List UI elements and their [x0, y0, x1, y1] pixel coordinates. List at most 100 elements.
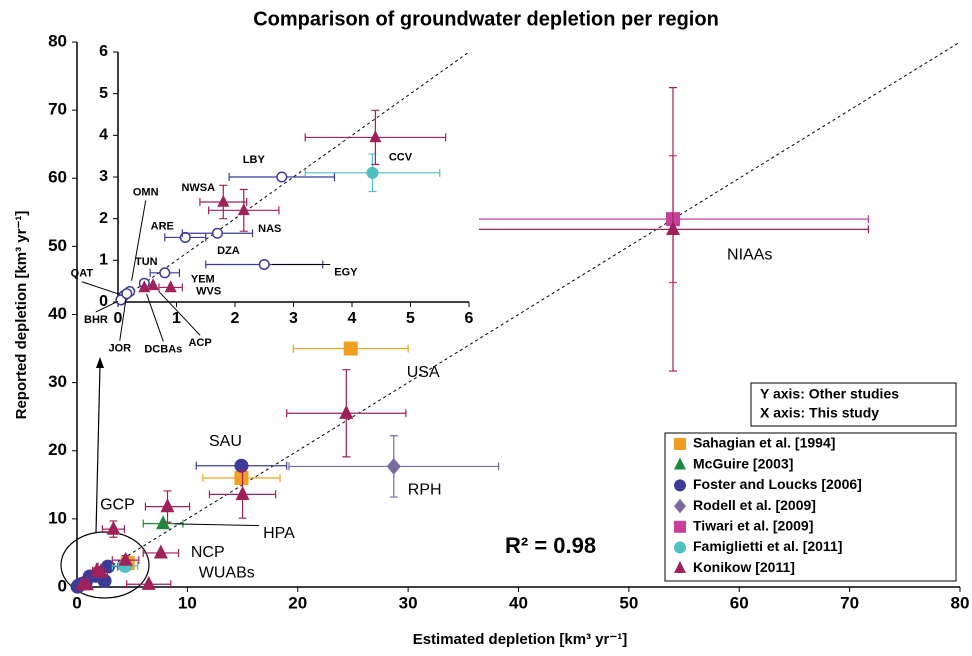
y-tick-label: 6	[99, 43, 108, 60]
x-tick-label: 4	[348, 310, 357, 327]
y-tick-label: 50	[48, 236, 67, 255]
x-tick-label: 0	[114, 310, 123, 327]
legend-label: Sahagian et al. [1994]	[693, 435, 835, 451]
x-tick-label: 50	[619, 593, 638, 612]
x-tick-label: 5	[406, 310, 415, 327]
x-tick-label: 70	[840, 593, 859, 612]
marker	[141, 575, 156, 590]
info-box	[750, 382, 957, 427]
y-tick-label: 0	[99, 293, 108, 310]
x-tick-label: 0	[72, 593, 81, 612]
legend-label: Tiwari et al. [2009]	[693, 518, 813, 534]
point-label: USA	[407, 364, 440, 381]
point-label: NCP	[191, 544, 225, 561]
zoom-arrow	[95, 364, 101, 534]
x-tick-label: 10	[178, 593, 197, 612]
point-label: EGY	[334, 266, 358, 278]
marker	[369, 130, 382, 143]
point-label: DZA	[217, 245, 240, 257]
marker	[234, 458, 249, 473]
r-squared: R² = 0.98	[505, 533, 596, 558]
marker	[118, 551, 133, 566]
inset: 0 1 2 3 4 5 6 0 1 2 3 4 5 6 LBY ARE DZA EGY YEM TUN OMN QAT BH…	[71, 42, 479, 355]
point-label: WVS	[196, 285, 221, 297]
legend-label: Famiglietti et al. [2011]	[693, 538, 842, 554]
point-label: LBY	[243, 154, 266, 166]
point-label: GCP	[100, 496, 135, 513]
leader-line	[131, 200, 147, 281]
leader-line	[146, 293, 164, 342]
marker	[100, 559, 115, 574]
marker	[258, 258, 270, 271]
marker	[147, 278, 160, 291]
chart-title: Comparison of groundwater depletion per …	[253, 8, 719, 30]
y-tick-label: 70	[48, 100, 67, 119]
marker	[138, 280, 151, 293]
marker	[160, 498, 175, 513]
marker	[164, 280, 177, 293]
x-tick-label: 6	[465, 310, 474, 327]
y-tick-label: 80	[48, 31, 67, 50]
x-tick-label: 1	[172, 310, 181, 327]
leader-line	[119, 299, 127, 341]
marker	[276, 171, 288, 183]
marker	[674, 541, 686, 554]
y-tick-label: 1	[99, 252, 108, 269]
point-label: ACP	[188, 337, 211, 349]
marker	[235, 485, 250, 500]
x-tick-label: 2	[231, 310, 240, 327]
marker	[674, 520, 686, 533]
legend-label: Rodell et al. [2009]	[693, 497, 816, 513]
plot: 0 10 20 30 40 50 60 70 8001020304050607080USAHPA…	[48, 31, 969, 612]
marker	[217, 194, 230, 207]
point-label: NWSA	[181, 182, 215, 194]
x-axis-label: Estimated depletion [km³ yr⁻¹]	[413, 631, 628, 648]
marker	[674, 457, 686, 470]
x-tick-label: 30	[399, 593, 418, 612]
marker	[106, 520, 121, 535]
legend-label: McGuire [2003]	[693, 455, 793, 471]
marker	[121, 288, 133, 300]
point-label: DCBAs	[144, 343, 182, 355]
y-tick-label: 5	[99, 85, 108, 102]
marker	[674, 561, 686, 573]
zoom-ellipse	[60, 531, 150, 599]
marker	[674, 438, 686, 450]
y-tick-label: 10	[48, 508, 67, 527]
marker	[366, 166, 379, 179]
y-tick-label: 20	[48, 440, 67, 459]
marker	[666, 220, 681, 235]
point-label: TUN	[135, 256, 158, 268]
x-tick-label: 3	[289, 310, 298, 327]
legend-label: Konikow [2011]	[693, 559, 795, 575]
point-label: YEM	[191, 274, 215, 286]
y-tick-label: 30	[48, 372, 67, 391]
point-label: WUABs	[199, 564, 255, 581]
point-label: NIAAs	[727, 247, 772, 264]
marker	[211, 227, 223, 239]
y-tick-label: 3	[99, 168, 108, 185]
leader-line	[158, 290, 201, 336]
y-tick-label: 2	[99, 210, 108, 227]
marker	[674, 498, 686, 514]
point-label: CCV	[389, 152, 413, 164]
leader-line	[95, 300, 119, 313]
marker	[339, 404, 354, 419]
marker	[156, 515, 171, 530]
marker	[674, 479, 686, 492]
point-label: SAU	[209, 433, 242, 450]
y-tick-label: 4	[99, 127, 108, 144]
x-tick-label: 40	[509, 593, 528, 612]
leader-line	[174, 523, 260, 527]
legend: Sahagian et al. [1994] McGuire [2003] Fost…	[664, 432, 957, 582]
marker	[237, 203, 250, 216]
x-tick-label: 80	[951, 593, 970, 612]
arrow-head	[96, 357, 104, 368]
identity-line	[76, 41, 961, 588]
point-label: ARE	[151, 220, 174, 232]
legend-box	[664, 432, 957, 582]
y-axis-label: Reported depletion [km³ yr⁻¹]	[13, 211, 30, 420]
leader-line	[81, 281, 119, 295]
info-text: Y axis: Other studies	[760, 386, 899, 402]
